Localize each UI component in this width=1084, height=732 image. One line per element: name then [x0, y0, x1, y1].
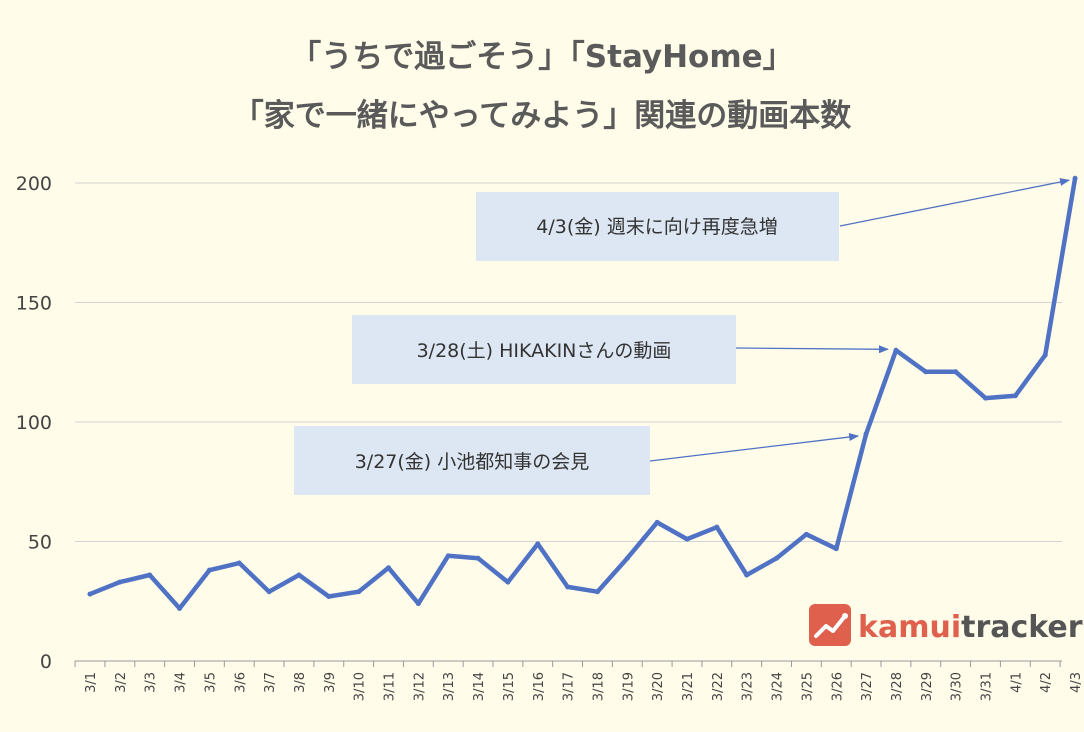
x-tick-label: 3/4	[174, 672, 189, 693]
data-point-3/19	[624, 555, 630, 561]
x-tick-label: 3/20	[651, 672, 666, 701]
data-point-3/28	[893, 347, 899, 353]
x-tick-label: 3/27	[860, 672, 875, 701]
x-tick-label: 3/13	[442, 672, 457, 701]
x-tick-label: 3/14	[472, 672, 487, 701]
x-tick-label: 3/16	[532, 672, 547, 701]
annotation-label-3/27: 3/27(金) 小池都知事の会見	[355, 451, 590, 473]
x-tick-label: 3/1	[84, 672, 99, 693]
x-tick-label: 3/3	[144, 672, 159, 693]
data-point-3/20	[654, 519, 660, 525]
x-tick-label: 3/7	[263, 672, 278, 693]
data-point-3/27	[863, 431, 869, 437]
series-line	[87, 175, 1078, 611]
series-line-layer	[87, 175, 1078, 611]
y-tick-label: 100	[16, 412, 52, 434]
logo-text-kamui: kamui	[858, 610, 961, 645]
data-point-3/22	[714, 524, 720, 530]
data-point-4/1	[1012, 393, 1018, 399]
x-tick-label: 4/1	[1009, 672, 1024, 693]
annotation-box-3/28	[352, 315, 736, 384]
data-point-3/8	[296, 572, 302, 578]
logo-text-tracker: tracker	[961, 610, 1083, 645]
data-point-3/4	[177, 605, 183, 611]
data-point-3/25	[803, 531, 809, 537]
data-point-3/15	[505, 579, 511, 585]
chart-up-icon-line	[814, 614, 847, 638]
annotation-label-3/28: 3/28(土) HIKAKINさんの動画	[417, 340, 672, 362]
x-tick-label: 3/29	[920, 672, 935, 701]
x-tick-label: 3/18	[591, 672, 606, 701]
data-point-3/16	[535, 541, 541, 547]
data-point-3/31	[983, 395, 988, 401]
data-point-3/30	[953, 369, 959, 375]
data-point-3/18	[594, 589, 600, 595]
data-point-3/29	[923, 369, 929, 375]
data-point-3/1	[87, 591, 93, 597]
data-point-3/24	[774, 555, 780, 561]
data-point-3/2	[117, 579, 123, 585]
x-tick-label: 3/5	[203, 672, 218, 693]
data-point-3/9	[326, 593, 332, 599]
x-tick-label: 3/17	[562, 672, 577, 701]
data-point-3/3	[147, 572, 153, 578]
data-point-3/26	[833, 546, 839, 552]
data-point-3/23	[744, 572, 750, 578]
axes: 0 50 100 150 200 3/1 3/2 3/3 3/4 3/5 3/6 3/7 3/8 3/9 3…	[16, 173, 1084, 701]
data-point-3/17	[565, 584, 571, 590]
x-tick-label: 3/6	[233, 672, 248, 693]
x-tick-label: 3/2	[114, 672, 129, 693]
x-tick-label: 3/25	[800, 672, 815, 701]
gridlines	[75, 182, 1062, 542]
kamuitracker-logo: kamuitracker	[809, 604, 1083, 646]
x-tick-label: 3/31	[980, 672, 995, 701]
x-tick-label: 4/3	[1069, 672, 1084, 693]
annotation-arrow-3/27	[649, 433, 860, 462]
y-tick-label: 50	[28, 532, 52, 554]
data-point-4/2	[1042, 352, 1048, 358]
x-tick-label: 3/11	[383, 672, 398, 701]
data-point-3/7	[266, 589, 272, 595]
data-point-3/11	[386, 565, 391, 571]
x-tick-label: 3/23	[741, 672, 756, 701]
chart-up-icon	[809, 604, 851, 646]
x-tick-label: 3/10	[353, 672, 368, 701]
x-tick-label: 3/21	[681, 672, 696, 701]
data-point-4/3	[1072, 175, 1078, 181]
data-point-3/5	[206, 567, 212, 573]
data-point-3/10	[356, 589, 362, 595]
x-tick-label: 3/24	[771, 672, 786, 701]
data-point-3/12	[415, 601, 421, 607]
annotation-arrow-4/3	[839, 178, 1071, 227]
y-tick-label: 200	[16, 173, 52, 195]
x-tick-label: 3/26	[830, 672, 845, 701]
svg-text:kamuitracker: kamuitracker	[858, 610, 1083, 645]
y-tick-label: 150	[16, 293, 52, 315]
chart-up-icon-dot	[842, 613, 848, 619]
x-tick-label: 3/12	[412, 672, 427, 701]
annotations: 4/3(金) 週末に向け再度急増 3/28(土) HIKAKINさんの動画 3/27…	[294, 178, 1071, 495]
annotation-box-3/27	[294, 426, 650, 495]
x-tick-label: 3/9	[323, 672, 338, 693]
annotation-arrow-3/28	[735, 345, 889, 354]
y-tick-label: 0	[40, 651, 52, 673]
x-tick-label: 3/19	[621, 672, 636, 701]
chart-title-line1: 「うちで過ごそう」「StayHome」	[290, 39, 794, 75]
data-point-3/21	[684, 536, 690, 542]
data-point-3/6	[236, 560, 242, 566]
x-tick-label: 3/30	[950, 672, 965, 701]
x-tick-label: 3/15	[502, 672, 517, 701]
chart-title-line2: 「家で一緒にやってみよう」関連の動画本数	[232, 98, 852, 134]
data-point-3/14	[475, 555, 481, 561]
x-tick-label: 3/28	[890, 672, 905, 701]
x-tick-label: 3/8	[293, 672, 308, 693]
annotation-box-4/3	[476, 192, 839, 261]
annotation-label-4/3: 4/3(金) 週末に向け再度急増	[536, 216, 777, 238]
x-tick-label: 3/22	[711, 672, 726, 701]
data-point-3/13	[445, 553, 451, 559]
x-tick-label: 4/2	[1039, 672, 1054, 693]
